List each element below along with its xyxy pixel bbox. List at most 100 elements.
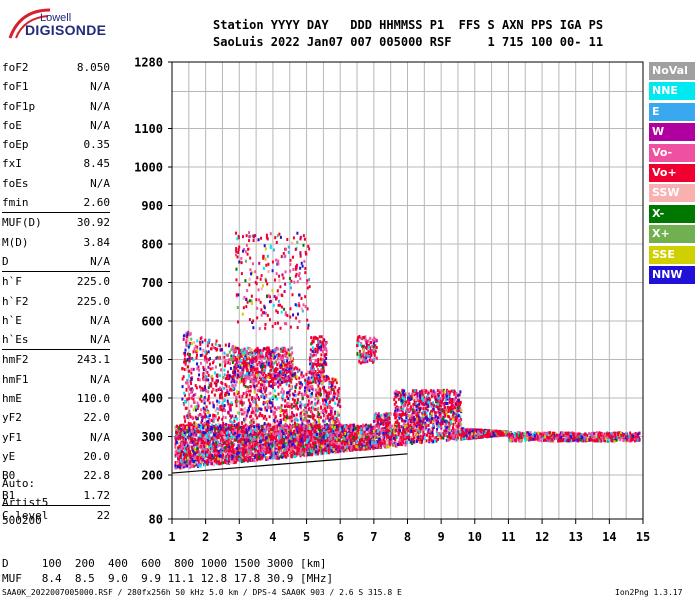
echo-point xyxy=(389,435,392,439)
echo-point xyxy=(389,432,392,436)
echo-point xyxy=(427,404,430,408)
echo-point xyxy=(343,428,346,432)
echo-point xyxy=(211,457,214,461)
echo-point xyxy=(429,418,432,422)
echo-point xyxy=(379,441,382,445)
echo-point xyxy=(215,451,218,455)
param-name: hmF2 xyxy=(2,353,29,367)
echo-point xyxy=(405,391,408,395)
echo-point xyxy=(418,402,421,406)
echo-point xyxy=(430,402,433,406)
echo-point xyxy=(397,397,400,401)
echo-point xyxy=(459,422,462,426)
echo-point xyxy=(177,459,180,463)
param-value: N/A xyxy=(90,99,110,113)
param-value: 3.84 xyxy=(83,235,111,249)
echo-point xyxy=(425,439,428,443)
echo-point xyxy=(378,432,381,436)
param-row-yf1: yF1 N/A xyxy=(2,428,110,447)
echo-point xyxy=(433,421,436,425)
echo-point xyxy=(453,405,456,409)
echo-point xyxy=(442,409,445,413)
param-group-separator xyxy=(2,271,110,273)
echo-point xyxy=(313,433,316,437)
echo-point xyxy=(419,394,422,398)
param-value: 30.92 xyxy=(76,216,110,230)
param-name: B1 xyxy=(2,488,16,502)
legend-e: E xyxy=(649,102,695,121)
param-value: 8.050 xyxy=(76,61,110,74)
echo-point xyxy=(374,443,377,447)
echo-point xyxy=(272,451,275,455)
echo-point xyxy=(423,412,426,416)
echo-point xyxy=(432,403,435,407)
echo-point xyxy=(394,415,397,419)
param-name: hmF1 xyxy=(2,372,29,386)
echo-point xyxy=(419,434,422,438)
echo-point xyxy=(454,416,457,420)
param-row-foes: foEs N/A xyxy=(2,174,110,193)
echo-point xyxy=(327,433,330,437)
echo-point xyxy=(428,429,431,433)
echo-point xyxy=(430,392,433,396)
param-row-foep: foEp 0.35 xyxy=(2,135,110,154)
echo-point xyxy=(438,391,441,395)
echo-point xyxy=(412,432,415,436)
echo-point xyxy=(274,455,277,459)
echo-point xyxy=(452,431,455,435)
echo-point xyxy=(446,401,449,405)
echo-point xyxy=(438,436,441,440)
echo-point xyxy=(448,436,451,440)
echo-point xyxy=(443,419,446,423)
echo-point xyxy=(244,457,247,461)
echo-point xyxy=(293,444,296,448)
polarization-legend: NoVal NNE E W Vo- Vo+ SSW X- X+ SSE NNW xyxy=(649,62,695,286)
echo-point xyxy=(402,390,405,394)
echo-point xyxy=(321,450,324,454)
echo-point xyxy=(457,393,460,397)
echo-point xyxy=(410,420,413,424)
echo-point xyxy=(175,431,178,435)
param-row-fof1: foF1 N/A xyxy=(2,77,110,96)
echo-point xyxy=(431,409,434,413)
echo-point xyxy=(382,423,385,427)
echo-point xyxy=(341,429,344,433)
param-name: M(D) xyxy=(2,235,29,249)
echo-point xyxy=(296,452,299,456)
echo-point xyxy=(392,443,395,447)
echo-point xyxy=(457,418,460,422)
echo-point xyxy=(386,422,389,426)
param-name: h`Es xyxy=(2,333,29,347)
param-name: D xyxy=(2,254,9,268)
param-value: 110.0 xyxy=(76,392,110,406)
param-value: 225.0 xyxy=(76,275,110,289)
echo-point xyxy=(335,450,338,454)
echo-point xyxy=(208,434,211,438)
echo-point xyxy=(459,419,462,423)
echo-point xyxy=(449,420,452,424)
echo-point xyxy=(228,439,231,443)
echo-point xyxy=(279,455,282,459)
echo-point xyxy=(398,425,401,429)
echo-point xyxy=(431,431,434,435)
echo-point xyxy=(332,448,335,452)
echo-point xyxy=(245,428,248,432)
echo-point xyxy=(457,413,460,417)
param-value: 22.0 xyxy=(83,411,111,425)
echo-point xyxy=(229,449,232,453)
echo-point xyxy=(297,443,300,447)
echo-point xyxy=(310,432,313,436)
echo-point xyxy=(385,418,388,422)
echo-point xyxy=(379,417,382,421)
echo-point xyxy=(356,438,359,442)
echo-point xyxy=(436,389,439,393)
echo-point xyxy=(294,454,297,458)
echo-point xyxy=(190,459,193,463)
echo-point xyxy=(224,445,227,449)
param-name: foF2 xyxy=(2,61,29,74)
echo-point xyxy=(284,455,287,459)
echo-point xyxy=(278,446,281,450)
echo-point xyxy=(220,461,223,465)
echo-point xyxy=(434,439,437,443)
echo-point xyxy=(455,438,458,442)
